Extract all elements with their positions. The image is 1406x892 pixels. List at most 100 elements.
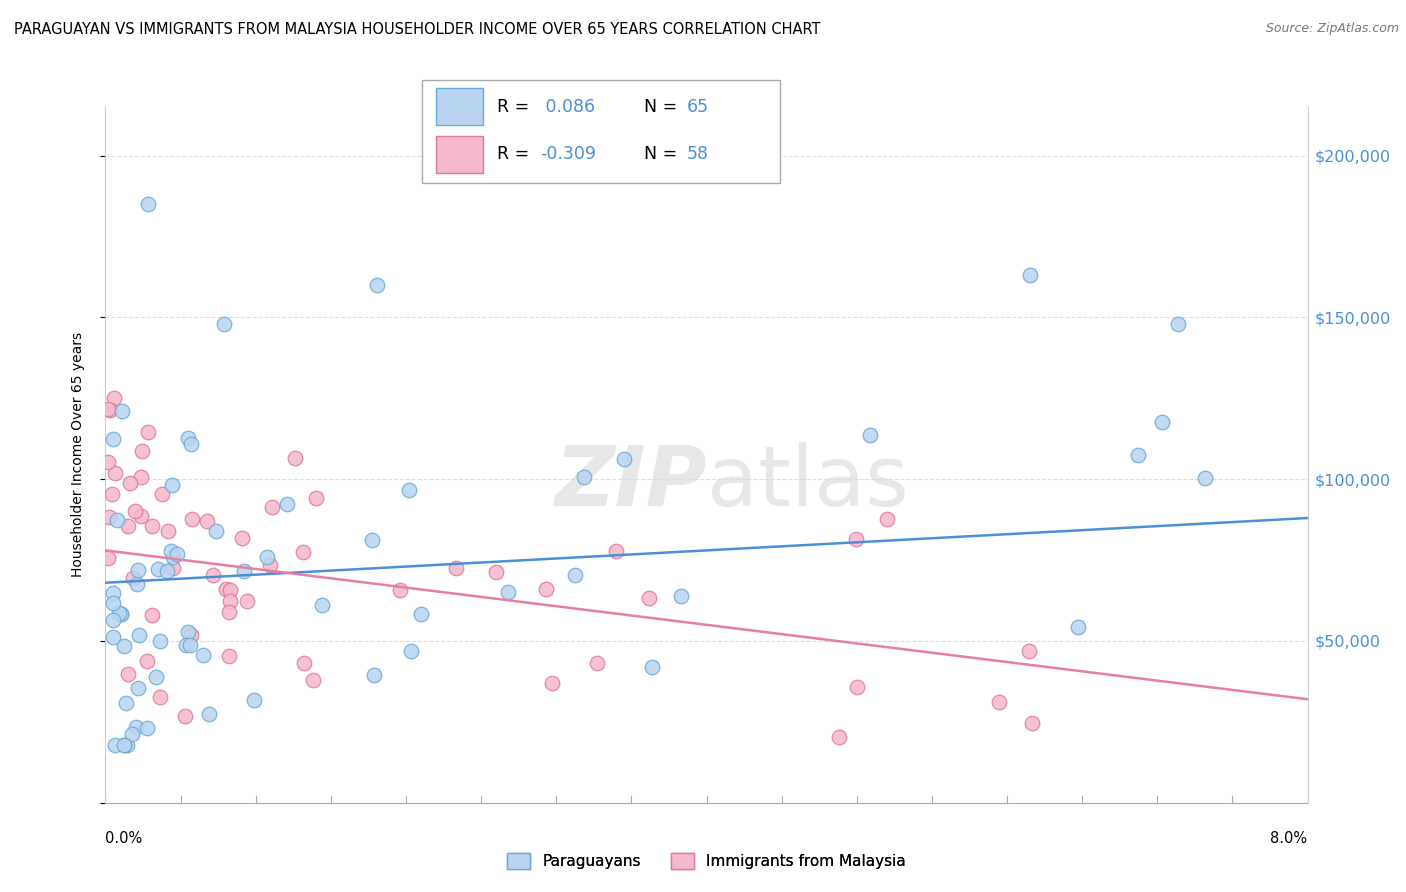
Point [311, 599, 333, 613]
Point [411, 607, 433, 621]
Point [1150, 416, 1173, 430]
Point [177, 624, 200, 639]
Point [828, 730, 851, 744]
Point [302, 673, 325, 688]
Point [180, 628, 202, 642]
Text: ZIP: ZIP [554, 442, 707, 524]
Bar [436, 88, 482, 126]
Point [201, 567, 224, 582]
Point [160, 478, 183, 492]
Point [128, 627, 150, 641]
Text: R =: R = [498, 145, 534, 163]
Point [496, 585, 519, 599]
Point [117, 518, 139, 533]
Point [101, 613, 124, 627]
Point [97, 402, 120, 417]
Point [231, 531, 253, 545]
Point [122, 571, 145, 585]
Point [564, 568, 586, 582]
Point [193, 648, 215, 662]
Point [98, 403, 121, 417]
Point [135, 721, 157, 735]
Point [112, 738, 135, 752]
Point [101, 432, 124, 446]
Point [1167, 317, 1189, 331]
Point [198, 706, 221, 721]
Text: 58: 58 [688, 145, 709, 163]
Point [256, 549, 278, 564]
Text: -0.309: -0.309 [540, 145, 596, 163]
Point [1018, 644, 1040, 658]
Point [121, 727, 143, 741]
Text: 0.086: 0.086 [540, 98, 595, 116]
Point [218, 649, 240, 664]
Point [127, 681, 149, 696]
Point [162, 549, 184, 564]
Y-axis label: Householder Income Over 65 years: Householder Income Over 65 years [70, 333, 84, 577]
Point [1067, 619, 1090, 633]
Point [485, 565, 508, 579]
Point [235, 594, 257, 608]
Point [205, 524, 228, 539]
Text: N =: N = [644, 145, 683, 163]
Point [176, 638, 198, 652]
Point [141, 519, 163, 533]
Point [108, 607, 131, 621]
Point [605, 544, 627, 558]
Point [166, 547, 188, 561]
Point [845, 680, 868, 694]
Point [97, 455, 120, 469]
Point [110, 607, 132, 621]
Point [572, 470, 595, 484]
Point [444, 561, 467, 575]
Point [876, 512, 898, 526]
Point [141, 607, 163, 622]
Point [1018, 268, 1040, 283]
Point [671, 589, 693, 603]
Point [112, 738, 135, 752]
Point [859, 427, 882, 442]
Point [243, 692, 266, 706]
Point [104, 738, 127, 752]
Text: 65: 65 [688, 98, 709, 116]
Bar [436, 136, 482, 173]
Point [101, 586, 124, 600]
Point [1021, 715, 1043, 730]
Point [105, 513, 128, 527]
Point [112, 639, 135, 653]
Point [118, 475, 141, 490]
Point [541, 676, 564, 690]
Point [292, 657, 315, 671]
Point [276, 497, 298, 511]
Point [180, 436, 202, 450]
Point [146, 562, 169, 576]
Point [284, 450, 307, 465]
Point [97, 509, 120, 524]
Point [179, 638, 201, 652]
Point [159, 544, 181, 558]
Point [136, 197, 159, 211]
Point [641, 660, 664, 674]
Text: Source: ZipAtlas.com: Source: ZipAtlas.com [1265, 22, 1399, 36]
Point [115, 738, 138, 752]
Point [363, 668, 385, 682]
Text: 0.0%: 0.0% [105, 831, 142, 846]
Point [262, 500, 284, 514]
Point [233, 564, 256, 578]
Point [1194, 471, 1216, 485]
Point [366, 278, 388, 293]
Point [218, 605, 240, 619]
Point [125, 720, 148, 734]
Point [398, 483, 420, 497]
Point [131, 469, 153, 483]
Point [149, 634, 172, 648]
Point [145, 670, 167, 684]
Text: atlas: atlas [707, 442, 908, 524]
Point [259, 558, 281, 573]
Point [219, 582, 242, 597]
Point [212, 317, 235, 331]
Legend: Paraguayans, Immigrants from Malaysia: Paraguayans, Immigrants from Malaysia [501, 847, 912, 875]
Point [305, 491, 328, 506]
Point [103, 392, 125, 406]
Point [156, 564, 179, 578]
